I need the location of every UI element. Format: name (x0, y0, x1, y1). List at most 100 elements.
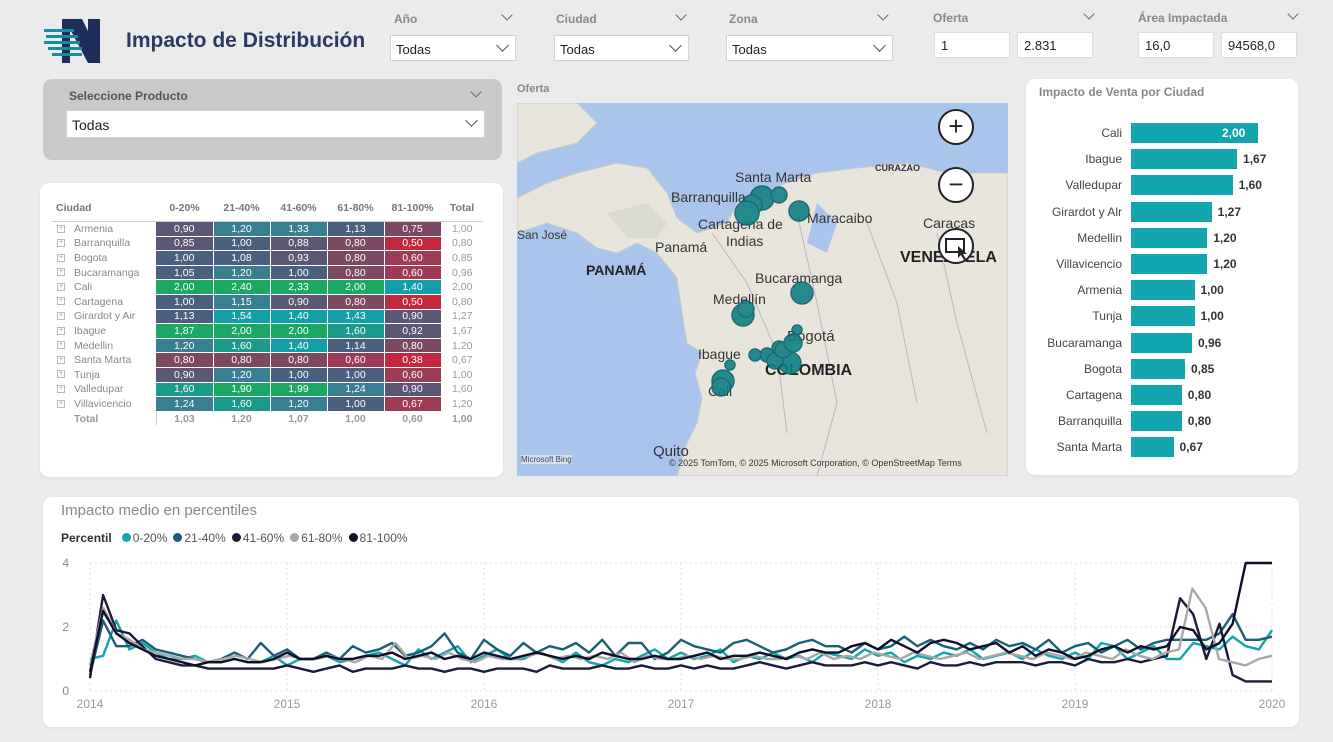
map-label: Bucaramanga (755, 270, 843, 286)
map-label: Maracaibo (807, 210, 873, 226)
series-line[interactable] (88, 613, 1273, 676)
legend-marker (231, 533, 241, 542)
bar[interactable] (1131, 280, 1195, 301)
matrix-cell: 0,60 (327, 352, 385, 368)
chevron-down-icon[interactable] (877, 9, 889, 21)
expand-icon[interactable]: + (57, 225, 65, 233)
chevron-down-icon[interactable] (675, 9, 687, 21)
matrix-cell: 0,90 (156, 221, 214, 237)
row-total: 0,85 (452, 251, 473, 264)
bar-city-label: Bogota (1083, 361, 1122, 376)
select-region-button[interactable] (938, 228, 974, 264)
city-name: Girardot y Air (74, 310, 136, 323)
row-total: 1,67 (452, 324, 473, 337)
map-bubbles (711, 185, 814, 397)
product-dropdown[interactable]: Todas (66, 110, 485, 138)
table-row[interactable]: + Armenia 0,90 1,20 1,33 1,13 0,75 1,00 (52, 221, 483, 237)
matrix-cell: 1,00 (270, 367, 328, 383)
table-row[interactable]: + Bogota 1,00 1,08 0,93 0,80 0,60 0,85 (52, 250, 483, 266)
bar[interactable] (1131, 411, 1182, 432)
city-name: Medellin (74, 339, 114, 352)
table-row[interactable]: + Cali 2,00 2,40 2,33 2,00 1,40 2,00 (52, 279, 483, 295)
total-row: Total 1,03 1,20 1,07 1,00 0,60 1,00 (52, 411, 483, 427)
expand-icon[interactable]: + (57, 326, 65, 335)
map-label: CURAZAO (875, 163, 920, 173)
map-attribution[interactable]: © 2025 TomTom, © 2025 Microsoft Corporat… (669, 458, 962, 468)
matrix-cell: 1,60 (213, 338, 271, 354)
bar[interactable] (1131, 227, 1208, 248)
bar[interactable] (1131, 175, 1233, 196)
bar[interactable] (1131, 254, 1208, 274)
series-line[interactable] (88, 561, 1272, 673)
bar[interactable] (1131, 306, 1195, 327)
row-city: + Bucaramanga (52, 265, 156, 280)
expand-icon[interactable]: + (57, 399, 65, 408)
chevron-down-icon[interactable] (470, 86, 482, 98)
total-cell: 1,07 (270, 411, 328, 427)
area-min-input[interactable]: 16,0 (1138, 32, 1214, 58)
bar-city-label: Santa Marta (1056, 440, 1122, 455)
legend-item[interactable]: 81-100% (359, 531, 408, 545)
row-city: + Santa Marta (52, 353, 156, 368)
filter-city-dropdown[interactable]: Todas (554, 35, 689, 61)
matrix-cell: 0,75 (384, 221, 442, 237)
expand-icon[interactable]: + (57, 282, 65, 291)
expand-icon[interactable]: + (57, 253, 65, 262)
expand-icon[interactable]: + (57, 341, 65, 350)
bar[interactable] (1131, 437, 1174, 458)
offer-min-input[interactable]: 1 (934, 32, 1010, 58)
matrix-cell: 1,20 (156, 338, 214, 354)
table-row[interactable]: + Barranquilla 0,85 1,00 0,88 0,80 0,50 0,80 (52, 236, 483, 252)
legend-item[interactable]: 41-60% (242, 531, 285, 545)
map-label: Ibague (698, 346, 741, 362)
bar[interactable] (1131, 385, 1182, 405)
matrix-cell: 2,00 (213, 323, 271, 339)
series-line[interactable] (88, 593, 1272, 683)
zoom-out-button[interactable]: − (938, 167, 974, 203)
expand-icon[interactable]: + (57, 355, 65, 364)
expand-icon[interactable]: + (57, 297, 65, 306)
chevron-down-icon[interactable] (501, 9, 513, 21)
expand-icon[interactable]: + (57, 239, 65, 248)
area-max-input[interactable]: 94568,0 (1221, 32, 1297, 58)
chevron-down-icon[interactable] (1287, 8, 1299, 20)
chevron-down-icon[interactable] (1083, 8, 1095, 20)
expand-icon[interactable]: + (57, 312, 65, 321)
x-tick-label: 2020 (1259, 697, 1286, 711)
table-row[interactable]: + Medellin 1,20 1,60 1,40 1,14 0,80 1,20 (52, 338, 483, 354)
matrix-column-header: 0-20% (156, 199, 213, 222)
bar[interactable] (1131, 201, 1212, 222)
table-row[interactable]: + Villavicencio 1,24 1,60 1,20 1,00 0,67 1,20 (52, 396, 483, 412)
city-name: Santa Marta (74, 354, 132, 367)
bar[interactable] (1131, 332, 1192, 353)
legend-item[interactable]: 61-80% (301, 531, 343, 545)
offer-map[interactable]: Santa Marta CURAZAO Barranquilla Cartage… (517, 103, 1008, 476)
table-row[interactable]: + Cartagena 1,00 1,15 0,90 0,80 0,50 0,80 (52, 294, 483, 310)
legend-item[interactable]: 21-40% (184, 531, 226, 545)
bar[interactable] (1131, 149, 1238, 170)
matrix-column-header: Ciudad (52, 199, 156, 222)
bar[interactable] (1131, 123, 1258, 143)
matrix-cell: 1,90 (213, 382, 271, 398)
zoom-in-button[interactable]: + (938, 109, 974, 145)
filter-year-dropdown[interactable]: Todas (390, 35, 516, 61)
legend-item[interactable]: 0-20% (132, 531, 168, 545)
expand-icon[interactable]: + (57, 268, 65, 277)
bar[interactable] (1131, 358, 1185, 379)
expand-icon[interactable]: + (57, 385, 65, 394)
table-row[interactable]: + Santa Marta 0,80 0,80 0,80 0,60 0,38 0,67 (52, 352, 483, 368)
matrix-cell: 1,00 (327, 396, 385, 412)
expand-icon[interactable]: + (57, 370, 65, 379)
table-row[interactable]: + Bucaramanga 1,05 1,20 1,00 0,80 0,60 0,96 (52, 265, 483, 281)
map-title: Oferta (517, 83, 550, 95)
total-cell: 1,00 (327, 411, 385, 427)
table-row[interactable]: + Girardot y Air 1,13 1,54 1,40 1,43 0,90 1,27 (52, 309, 483, 325)
matrix-cell: 0,80 (327, 265, 385, 281)
filter-zone-dropdown[interactable]: Todas (726, 35, 893, 61)
table-row[interactable]: + Valledupar 1,60 1,90 1,99 1,24 0,90 1,60 (52, 382, 483, 398)
row-city: + Cali (52, 280, 156, 295)
table-row[interactable]: + Ibague 1,87 2,00 2,00 1,60 0,92 1,67 (52, 323, 483, 339)
table-row[interactable]: + Tunja 0,90 1,20 1,00 1,00 0,60 1,00 (52, 367, 483, 383)
offer-max-input[interactable]: 2.831 (1017, 32, 1093, 58)
matrix-cell: 1,60 (156, 382, 214, 398)
